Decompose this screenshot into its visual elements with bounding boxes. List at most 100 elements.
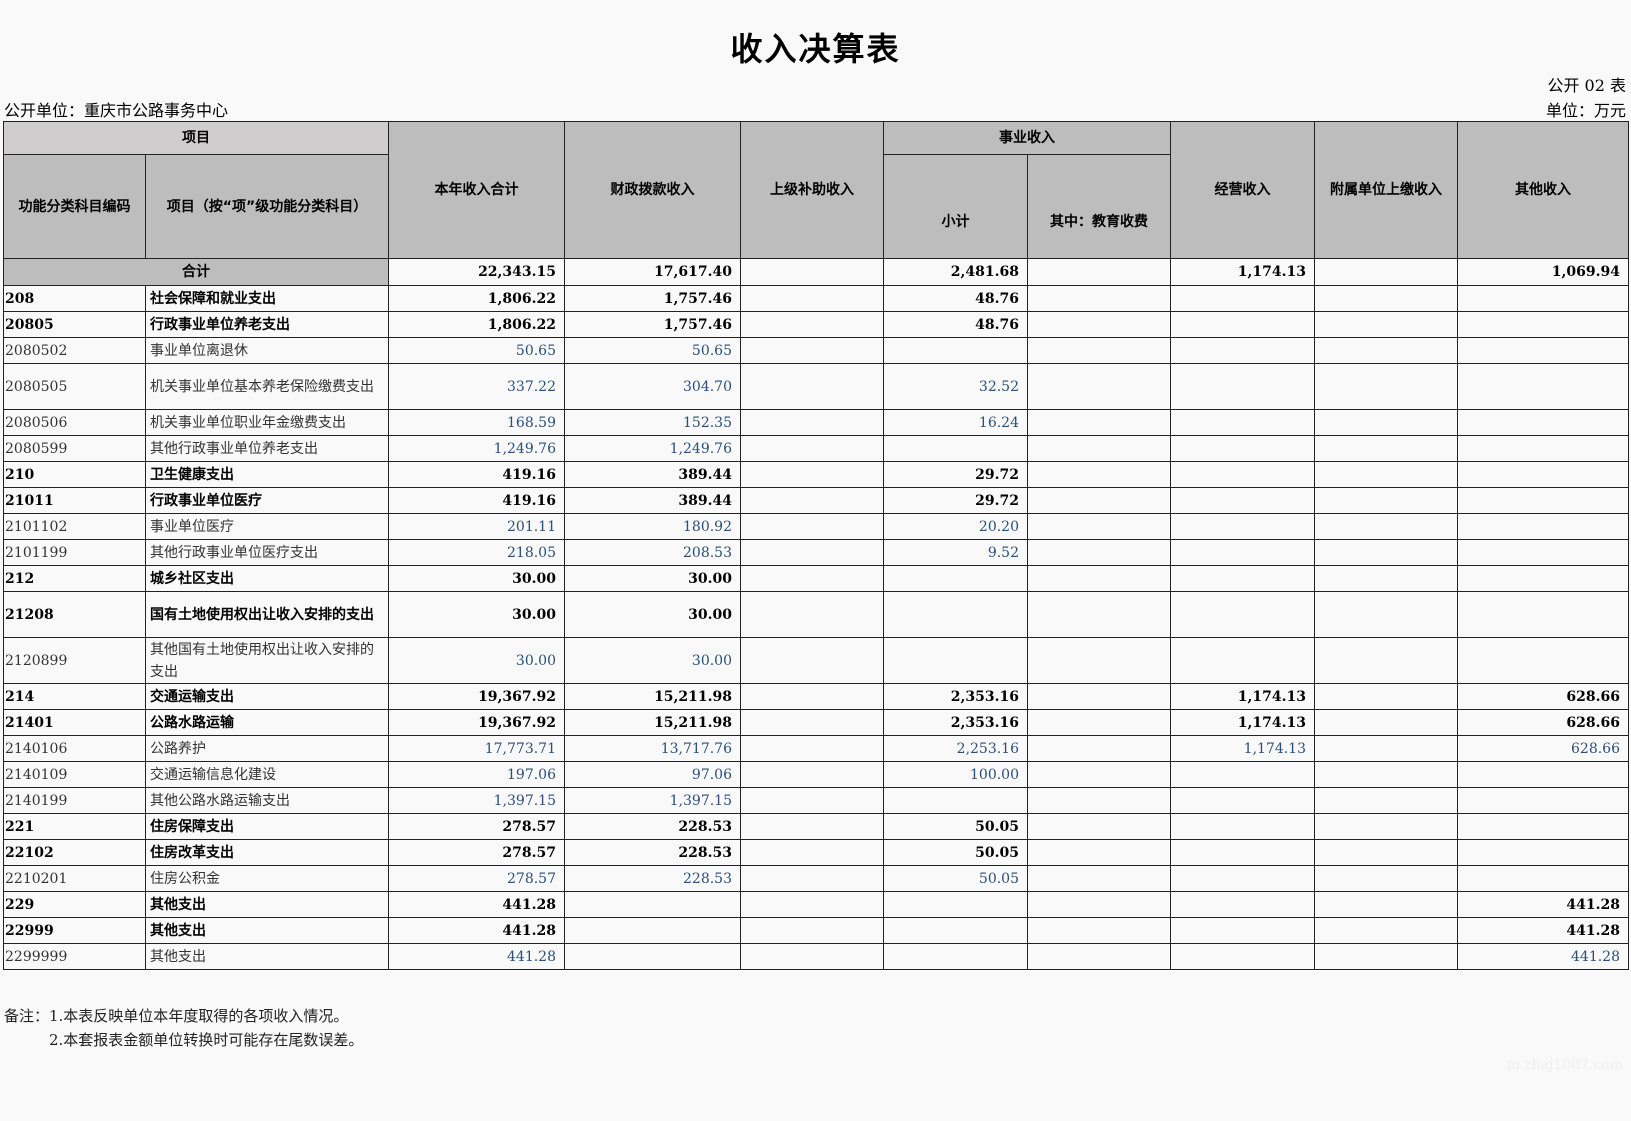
cell-empty — [1027, 409, 1171, 436]
cell-other — [1457, 435, 1629, 462]
cell-fiscal: 15,211.98 — [564, 683, 741, 710]
cell-empty — [1027, 513, 1171, 540]
cell-empty — [1314, 943, 1458, 970]
cell-subtotal: 29.72 — [883, 461, 1028, 488]
table-row: 2080505 机关事业单位基本养老保险缴费支出 337.22 304.70 32.52 — [3, 363, 1629, 410]
cell-other — [1457, 761, 1629, 788]
cell-code: 21208 — [3, 591, 146, 638]
cell-operating — [1170, 591, 1315, 638]
table-row: 2080599 其他行政事业单位养老支出 1,249.76 1,249.76 — [3, 435, 1629, 462]
total-edu — [1027, 258, 1171, 286]
cell-other: 441.28 — [1457, 917, 1629, 944]
cell-code: 2080599 — [3, 435, 146, 462]
cell-empty — [1027, 637, 1171, 684]
cell-subtotal: 2,353.16 — [883, 709, 1028, 736]
cell-subtotal: 20.20 — [883, 513, 1028, 540]
cell-empty — [1027, 709, 1171, 736]
cell-operating — [1170, 637, 1315, 684]
cell-fiscal: 1,249.76 — [564, 435, 741, 462]
cell-other — [1457, 487, 1629, 514]
cell-code: 214 — [3, 683, 146, 710]
cell-fiscal: 1,397.15 — [564, 787, 741, 814]
header-subtotal: 小计 — [883, 154, 1028, 259]
cell-empty — [1027, 363, 1171, 410]
cell-empty — [1314, 865, 1458, 892]
cell-total: 1,249.76 — [388, 435, 565, 462]
cell-fiscal: 389.44 — [564, 461, 741, 488]
cell-other: 628.66 — [1457, 683, 1629, 710]
cell-operating — [1170, 761, 1315, 788]
header-other: 其他收入 — [1457, 121, 1629, 259]
cell-subtotal: 32.52 — [883, 363, 1028, 410]
cell-operating — [1170, 461, 1315, 488]
cell-code: 208 — [3, 285, 146, 312]
cell-code: 2140199 — [3, 787, 146, 814]
cell-empty — [1314, 565, 1458, 592]
cell-code: 22102 — [3, 839, 146, 866]
table-row: 2140109 交通运输信息化建设 197.06 97.06 100.00 — [3, 761, 1629, 788]
cell-code: 2080506 — [3, 409, 146, 436]
cell-empty — [1314, 787, 1458, 814]
total-subtotal: 2,481.68 — [883, 258, 1028, 286]
cell-empty — [740, 891, 884, 918]
cell-empty — [740, 591, 884, 638]
cell-code: 229 — [3, 891, 146, 918]
cell-name: 公路养护 — [145, 735, 389, 762]
cell-name: 卫生健康支出 — [145, 461, 389, 488]
cell-empty — [1027, 337, 1171, 364]
table-row: 21208 国有土地使用权出让收入安排的支出 30.00 30.00 — [3, 591, 1629, 638]
cell-empty — [740, 943, 884, 970]
cell-operating: 1,174.13 — [1170, 735, 1315, 762]
cell-empty — [740, 311, 884, 338]
cell-empty — [1314, 891, 1458, 918]
cell-empty — [740, 363, 884, 410]
cell-total: 197.06 — [388, 761, 565, 788]
cell-empty — [740, 435, 884, 462]
cell-empty — [740, 461, 884, 488]
cell-subtotal — [883, 591, 1028, 638]
cell-empty — [740, 865, 884, 892]
header-total: 本年收入合计 — [388, 121, 565, 259]
cell-operating — [1170, 311, 1315, 338]
cell-empty — [1314, 487, 1458, 514]
cell-fiscal: 389.44 — [564, 487, 741, 514]
table-row: 2120899 其他国有土地使用权出让收入安排的支出 30.00 30.00 — [3, 637, 1629, 684]
cell-code: 2210201 — [3, 865, 146, 892]
cell-total: 17,773.71 — [388, 735, 565, 762]
cell-empty — [740, 637, 884, 684]
cell-empty — [740, 761, 884, 788]
cell-empty — [1027, 683, 1171, 710]
cell-empty — [1027, 865, 1171, 892]
cell-empty — [1027, 839, 1171, 866]
table-row: 2101102 事业单位医疗 201.11 180.92 20.20 — [3, 513, 1629, 540]
cell-empty — [740, 337, 884, 364]
cell-operating — [1170, 891, 1315, 918]
cell-fiscal: 15,211.98 — [564, 709, 741, 736]
cell-operating — [1170, 285, 1315, 312]
cell-empty — [740, 839, 884, 866]
cell-empty — [740, 409, 884, 436]
cell-total: 278.57 — [388, 865, 565, 892]
income-table: 项目 本年收入合计 财政拨款收入 上级补助收入 事业收入 经营收入 附属单位上缴… — [3, 121, 1629, 970]
cell-code: 2120899 — [3, 637, 146, 684]
cell-subtotal: 9.52 — [883, 539, 1028, 566]
cell-empty — [1314, 435, 1458, 462]
cell-name: 其他国有土地使用权出让收入安排的支出 — [145, 637, 389, 684]
table-row: 210 卫生健康支出 419.16 389.44 29.72 — [3, 461, 1629, 488]
cell-operating — [1170, 513, 1315, 540]
cell-empty — [1027, 435, 1171, 462]
cell-empty — [740, 735, 884, 762]
cell-name: 行政事业单位养老支出 — [145, 311, 389, 338]
cell-fiscal: 1,757.46 — [564, 285, 741, 312]
cell-other — [1457, 409, 1629, 436]
cell-subtotal: 29.72 — [883, 487, 1028, 514]
cell-code: 212 — [3, 565, 146, 592]
form-number: 公开 02 表 — [1547, 76, 1626, 95]
cell-empty — [1314, 735, 1458, 762]
table-row: 22999 其他支出 441.28 441.28 — [3, 917, 1629, 944]
cell-other — [1457, 839, 1629, 866]
cell-empty — [1314, 461, 1458, 488]
cell-name: 事业单位离退休 — [145, 337, 389, 364]
cell-total: 419.16 — [388, 461, 565, 488]
cell-empty — [1314, 337, 1458, 364]
